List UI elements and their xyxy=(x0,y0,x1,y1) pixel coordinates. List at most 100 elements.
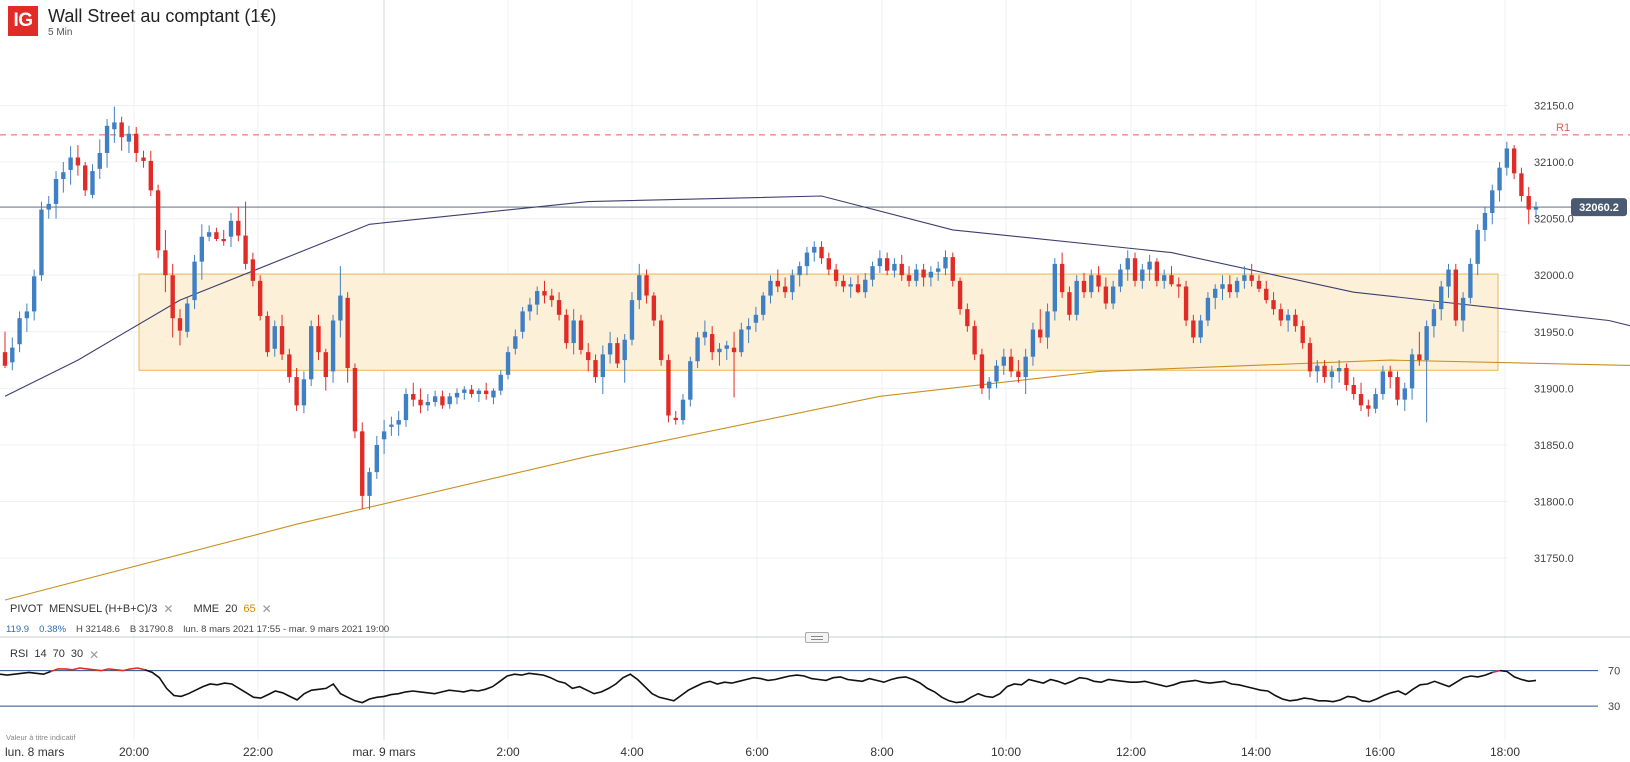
candle xyxy=(31,276,37,312)
candle xyxy=(658,320,664,361)
candle xyxy=(1285,314,1291,321)
low-value: B 31790.8 xyxy=(129,624,174,635)
candle xyxy=(549,295,554,301)
candle xyxy=(731,347,737,353)
candle xyxy=(1460,297,1466,321)
candle xyxy=(1125,258,1130,270)
time-tick-label: 18:00 xyxy=(1490,745,1520,759)
time-tick-label: 8:00 xyxy=(870,745,894,759)
candles xyxy=(2,106,1539,510)
time-tick-label: 20:00 xyxy=(119,745,149,759)
candle xyxy=(155,190,161,251)
candle xyxy=(177,318,183,331)
candle xyxy=(928,271,934,278)
candle xyxy=(1519,173,1524,196)
rsi-param-upper: 70 xyxy=(52,648,65,660)
candle xyxy=(61,172,66,180)
candle xyxy=(1490,190,1495,213)
candle xyxy=(564,314,569,344)
candle xyxy=(2,352,8,366)
candle xyxy=(709,334,715,353)
candle xyxy=(418,399,423,406)
candle xyxy=(425,401,431,406)
time-tick-label: 2:00 xyxy=(496,745,520,759)
candle xyxy=(447,396,452,405)
support-resistance-zone xyxy=(138,273,1499,371)
pivot-params[interactable]: MENSUEL (H+B+C)/3 xyxy=(49,603,158,615)
candle xyxy=(1358,394,1364,406)
timeframe-label[interactable]: 5 Min xyxy=(48,27,73,38)
candle xyxy=(622,339,627,361)
time-tick-label: 6:00 xyxy=(745,745,769,759)
candle xyxy=(1132,258,1138,281)
candle xyxy=(126,133,132,142)
candle xyxy=(586,352,591,361)
candle xyxy=(411,394,416,400)
rsi-label[interactable]: RSI xyxy=(10,648,29,660)
candle xyxy=(134,133,139,153)
candle xyxy=(68,157,73,170)
pivot-label[interactable]: PIVOT xyxy=(10,603,44,615)
candle xyxy=(360,431,365,496)
candle xyxy=(505,352,511,375)
candle xyxy=(957,280,963,310)
candle xyxy=(1183,286,1189,321)
candle xyxy=(520,311,525,332)
panel-resize-handle[interactable] xyxy=(805,632,829,643)
candle xyxy=(1052,263,1058,312)
candle xyxy=(185,303,190,332)
pivot-r1-label: R1 xyxy=(1556,122,1570,134)
candle xyxy=(1045,311,1050,338)
time-tick-label: 22:00 xyxy=(243,745,273,759)
candle xyxy=(1198,320,1203,338)
candle xyxy=(279,326,285,355)
candle xyxy=(695,337,700,362)
candle xyxy=(1169,275,1174,285)
candle xyxy=(192,261,197,301)
candle xyxy=(39,209,44,276)
candle xyxy=(673,417,678,421)
remove-mme-icon[interactable]: ✕ xyxy=(261,602,272,616)
candle xyxy=(206,232,212,237)
mme20-line xyxy=(4,195,1630,397)
candle xyxy=(1293,314,1298,327)
candle xyxy=(10,347,15,363)
candle xyxy=(1439,286,1444,310)
candle xyxy=(1023,356,1028,378)
candle xyxy=(819,246,824,259)
price-tick-label: 32000.0 xyxy=(1534,270,1574,282)
high-value: H 32148.6 xyxy=(76,624,120,635)
candle xyxy=(1409,354,1415,389)
remove-rsi-icon[interactable]: ✕ xyxy=(89,648,100,662)
candle xyxy=(666,360,671,416)
time-tick-label: lun. 8 mars xyxy=(5,745,64,759)
price-tick-label: 31900.0 xyxy=(1534,383,1574,395)
candle xyxy=(1242,275,1247,281)
candle xyxy=(542,291,547,296)
candle xyxy=(97,152,102,169)
remove-pivot-icon[interactable]: ✕ xyxy=(163,602,174,616)
mme-label[interactable]: MME xyxy=(193,603,220,615)
candle xyxy=(309,326,314,380)
rsi-line xyxy=(50,667,146,673)
candle xyxy=(1256,280,1262,289)
candle xyxy=(221,238,226,242)
candle xyxy=(1220,284,1225,289)
candle xyxy=(1402,388,1407,400)
candle xyxy=(367,472,372,496)
candle xyxy=(119,122,124,138)
candle xyxy=(1475,229,1480,264)
candle xyxy=(1278,309,1284,321)
candle xyxy=(1176,284,1181,287)
candle xyxy=(761,295,766,315)
candle xyxy=(483,390,489,395)
candle xyxy=(1468,263,1473,298)
pivot-r1-line: R1 xyxy=(0,122,1630,208)
candle xyxy=(1511,148,1517,174)
candle xyxy=(352,368,358,432)
candle xyxy=(170,275,175,319)
rsi-line xyxy=(0,670,51,676)
candle xyxy=(1395,377,1400,400)
mme-param-20: 20 xyxy=(225,603,238,615)
